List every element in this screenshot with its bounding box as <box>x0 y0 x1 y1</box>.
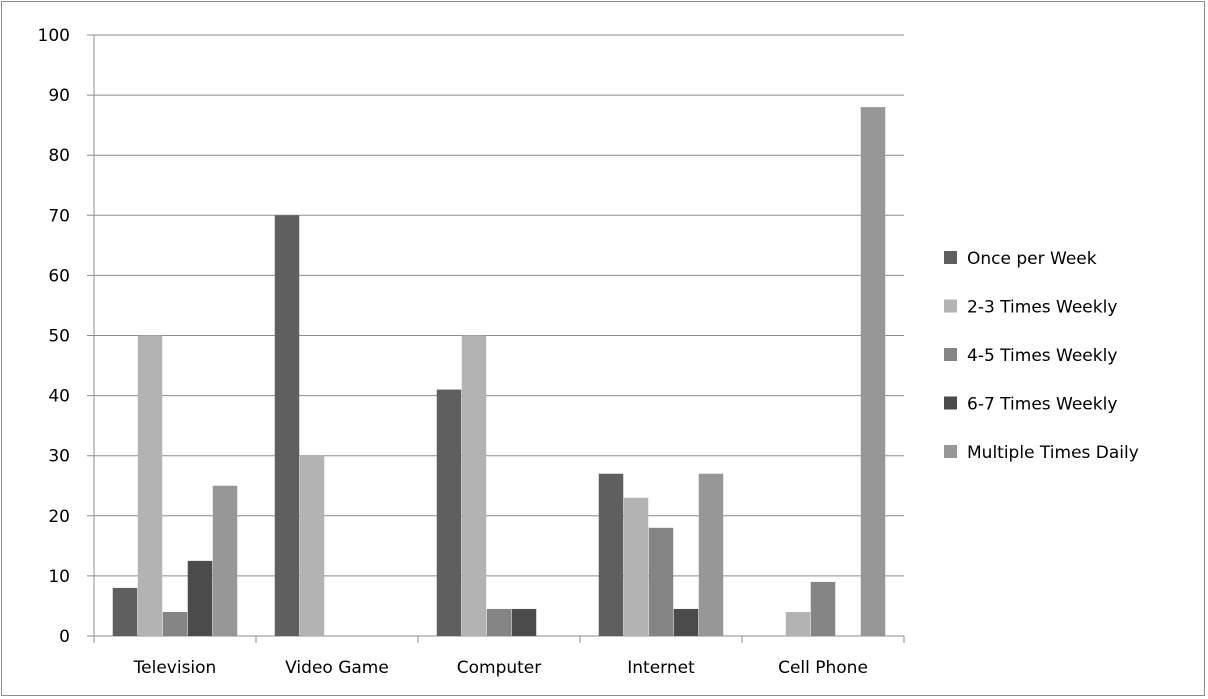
bar <box>673 608 699 636</box>
bar <box>274 215 300 637</box>
y-tick-labels: 0 10 20 30 40 50 60 70 80 90 100 <box>38 26 70 647</box>
bar <box>486 608 512 636</box>
y-tick-label: 100 <box>38 26 70 46</box>
y-tick-label: 70 <box>48 206 70 226</box>
bar <box>810 581 836 636</box>
x-tick-label: Computer <box>457 658 542 678</box>
y-tick-label: 60 <box>48 266 70 286</box>
bar <box>112 587 138 636</box>
bar <box>598 473 624 636</box>
y-tick-label: 80 <box>48 146 70 166</box>
legend-label: Multiple Times Daily <box>967 443 1139 463</box>
legend-label: 2-3 Times Weekly <box>967 298 1117 318</box>
y-tick-label: 50 <box>48 327 70 347</box>
legend-swatch <box>944 445 957 458</box>
x-tick-label: Video Game <box>285 658 389 678</box>
legend-label: 4-5 Times Weekly <box>967 346 1117 366</box>
y-tick-label: 30 <box>48 447 70 467</box>
y-tick-label: 0 <box>59 627 70 647</box>
bar <box>461 335 487 636</box>
axes <box>87 35 905 643</box>
bar <box>436 389 462 636</box>
gridlines <box>87 34 904 637</box>
bars <box>112 107 886 637</box>
bar <box>212 485 238 636</box>
legend-swatch <box>944 348 957 361</box>
legend-label: Once per Week <box>967 249 1097 269</box>
bar <box>511 608 537 636</box>
x-tick-labels: Television Video Game Computer Internet Cell… <box>133 658 868 678</box>
y-tick-label: 20 <box>48 507 70 527</box>
bar <box>698 473 724 636</box>
bar <box>860 107 886 637</box>
x-tick-label: Cell Phone <box>778 658 868 678</box>
bar <box>648 527 674 636</box>
legend: Once per Week 2-3 Times Weekly 4-5 Times W… <box>944 249 1139 463</box>
legend-label: 6-7 Times Weekly <box>967 395 1117 415</box>
y-tick-label: 10 <box>48 567 70 587</box>
x-tick-label: Television <box>133 658 217 678</box>
x-tick-label: Internet <box>627 658 695 678</box>
bar <box>299 455 325 636</box>
bar <box>162 611 188 636</box>
bar <box>137 335 163 636</box>
bar <box>187 560 213 636</box>
legend-swatch <box>944 251 957 264</box>
legend-swatch <box>944 299 957 313</box>
y-tick-label: 90 <box>48 86 70 106</box>
bar <box>785 611 811 636</box>
bar <box>623 497 649 636</box>
y-tick-label: 40 <box>48 387 70 407</box>
legend-swatch <box>944 396 957 410</box>
